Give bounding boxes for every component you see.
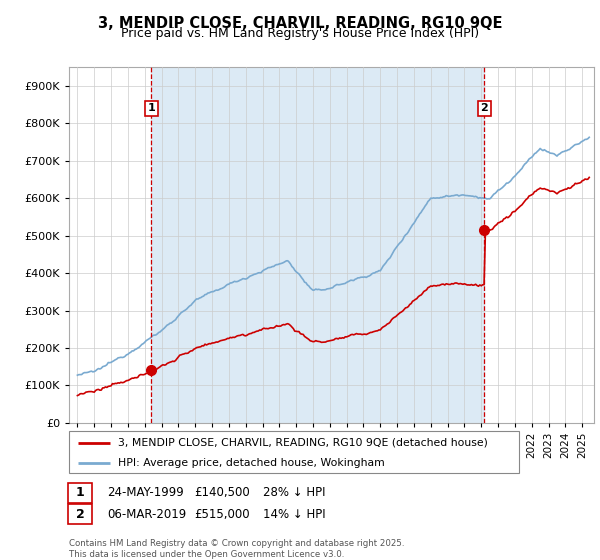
- Text: 14% ↓ HPI: 14% ↓ HPI: [263, 507, 325, 521]
- Text: £140,500: £140,500: [194, 486, 250, 500]
- Bar: [151, 67, 484, 423]
- Text: HPI: Average price, detached house, Wokingham: HPI: Average price, detached house, Woki…: [119, 458, 385, 468]
- Text: 3, MENDIP CLOSE, CHARVIL, READING, RG10 9QE: 3, MENDIP CLOSE, CHARVIL, READING, RG10 …: [98, 16, 502, 31]
- Text: 06-MAR-2019: 06-MAR-2019: [107, 507, 186, 521]
- Text: Price paid vs. HM Land Registry's House Price Index (HPI): Price paid vs. HM Land Registry's House …: [121, 27, 479, 40]
- Text: Contains HM Land Registry data © Crown copyright and database right 2025.
This d: Contains HM Land Registry data © Crown c…: [69, 539, 404, 559]
- FancyBboxPatch shape: [68, 483, 92, 503]
- Text: 1: 1: [148, 104, 155, 113]
- Text: 1: 1: [76, 486, 85, 500]
- Text: £515,000: £515,000: [194, 507, 250, 521]
- FancyBboxPatch shape: [68, 504, 92, 524]
- Text: 24-MAY-1999: 24-MAY-1999: [107, 486, 184, 500]
- Text: 2: 2: [76, 507, 85, 521]
- Text: 28% ↓ HPI: 28% ↓ HPI: [263, 486, 325, 500]
- Text: 3, MENDIP CLOSE, CHARVIL, READING, RG10 9QE (detached house): 3, MENDIP CLOSE, CHARVIL, READING, RG10 …: [119, 438, 488, 448]
- Text: 2: 2: [481, 104, 488, 113]
